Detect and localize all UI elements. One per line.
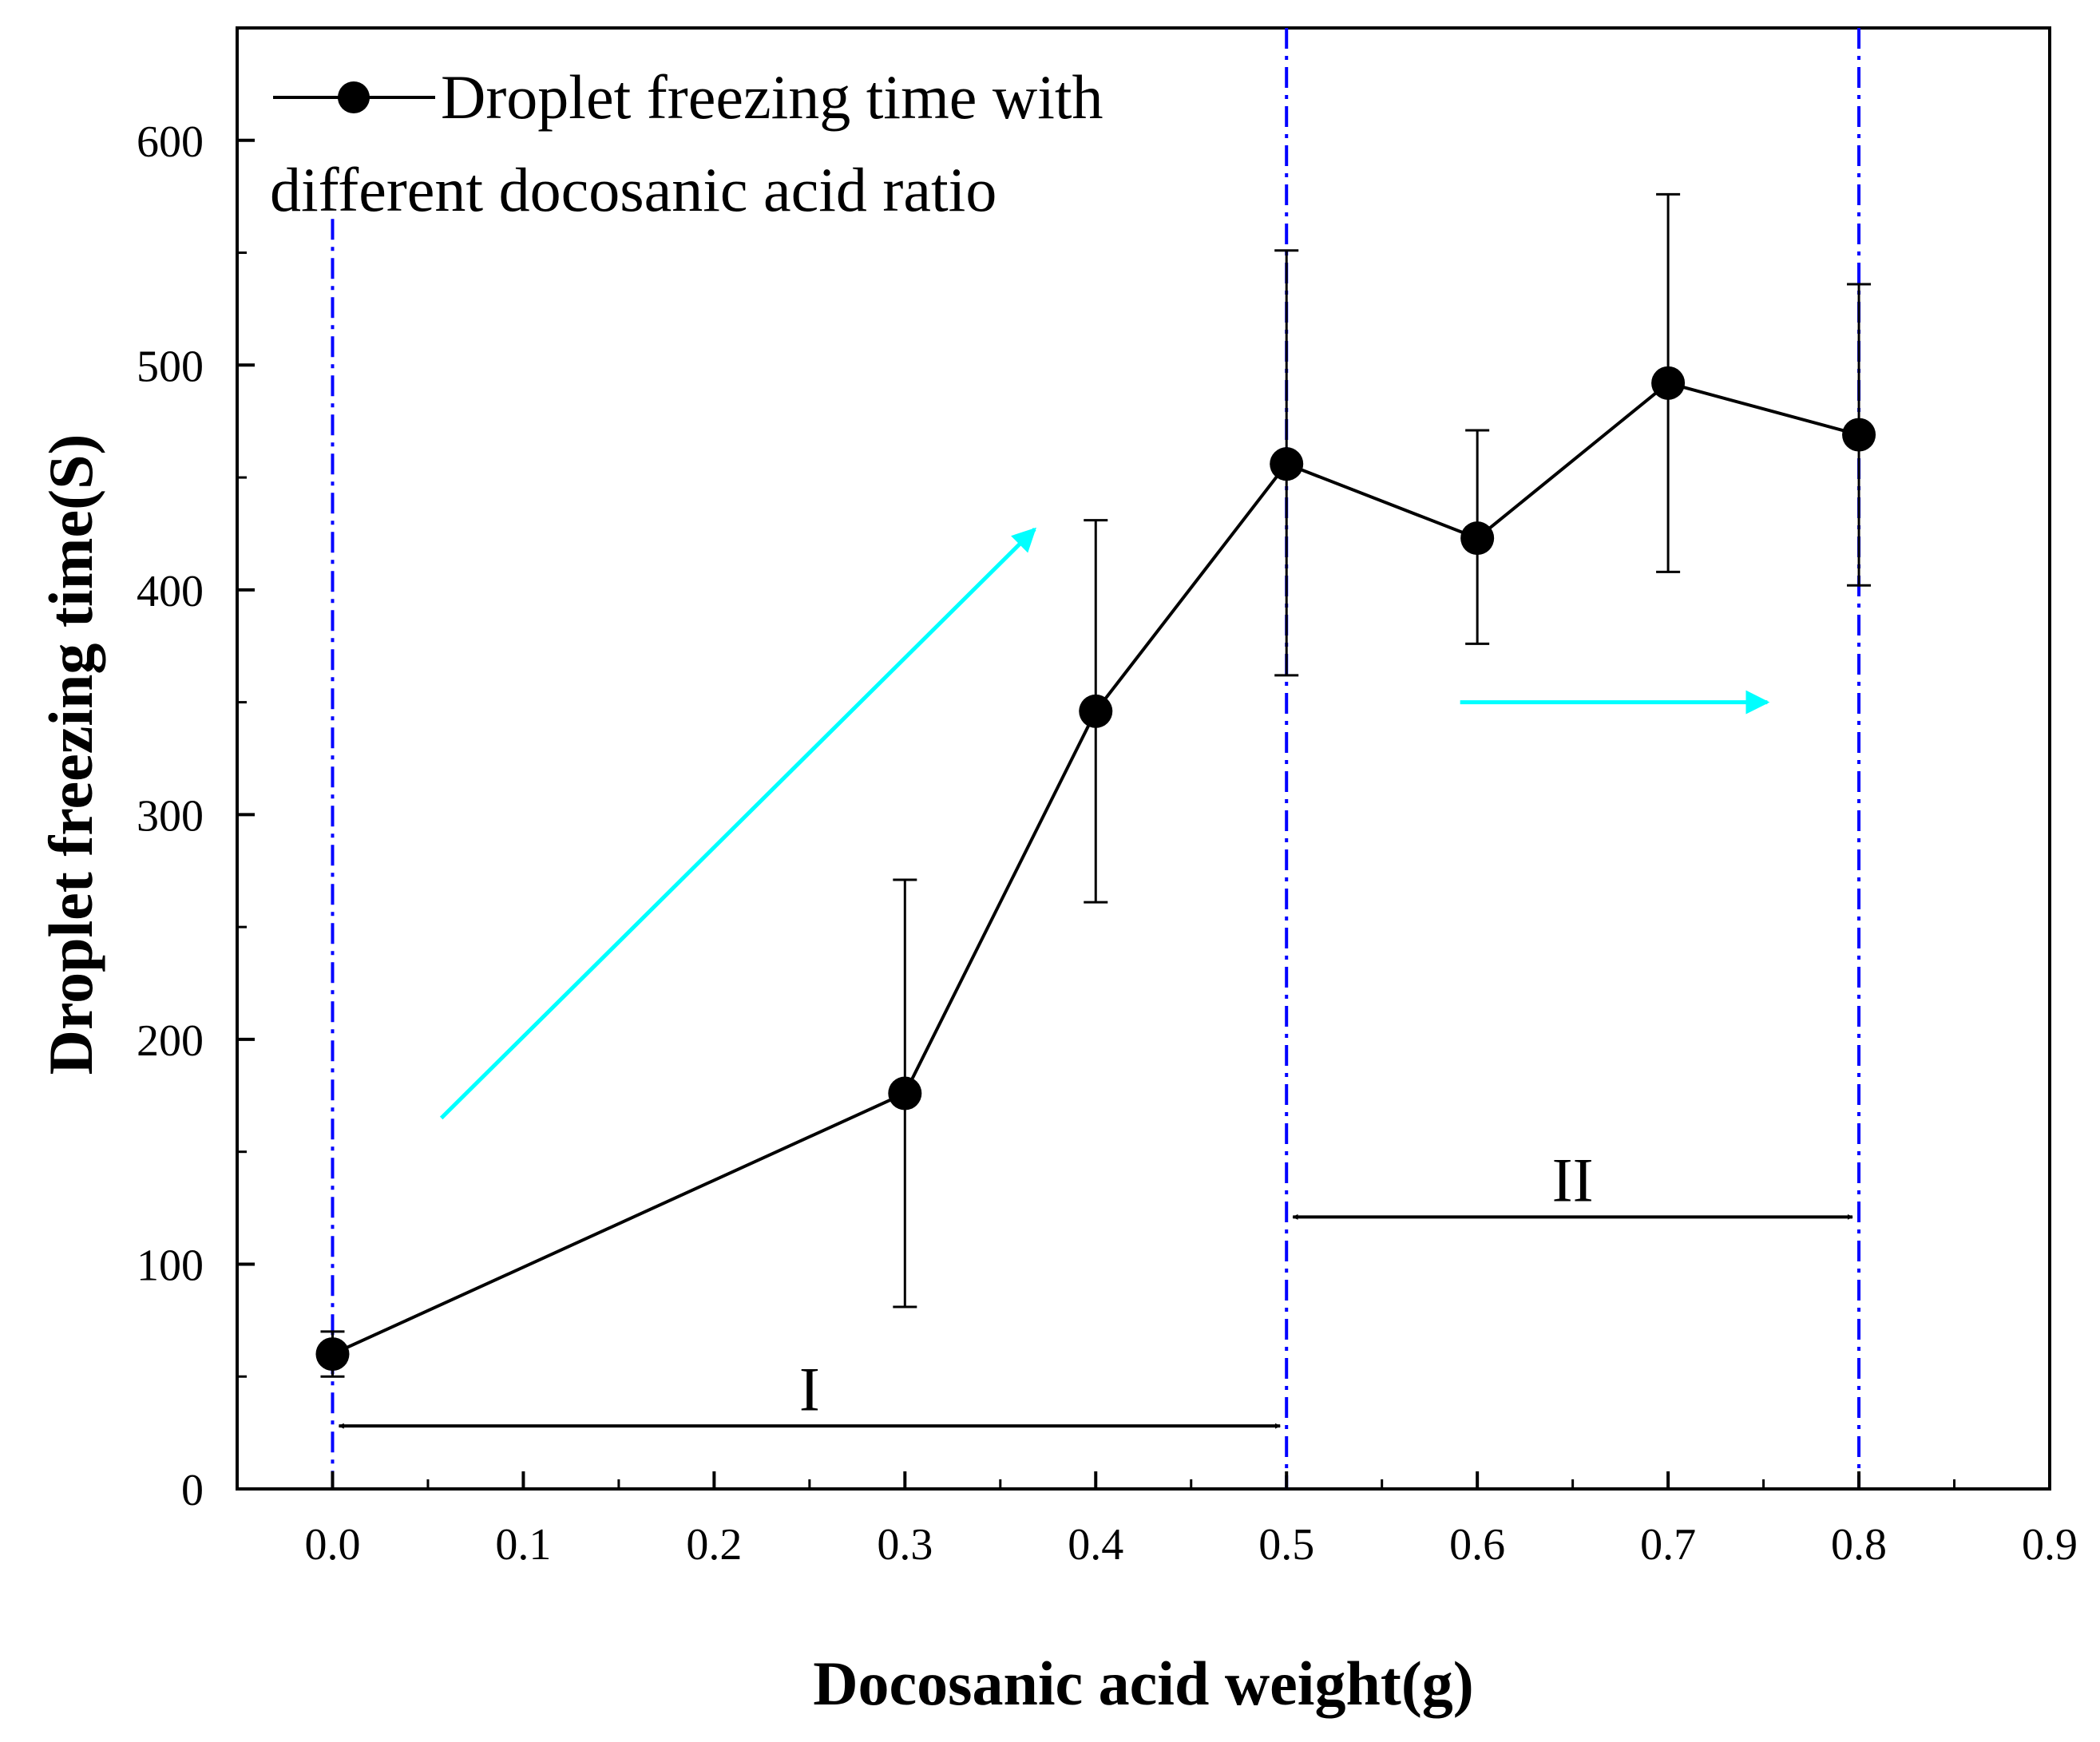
data-series xyxy=(315,192,1876,1378)
y-tick-label: 500 xyxy=(137,342,204,391)
x-tick-label: 0.3 xyxy=(877,1520,933,1570)
regions: III xyxy=(338,1145,1853,1429)
x-tick-label: 0.9 xyxy=(2022,1520,2078,1570)
y-tick-label: 300 xyxy=(137,791,204,841)
x-tick-label: 0.2 xyxy=(686,1520,742,1570)
y-tick-label: 0 xyxy=(181,1466,204,1515)
axes: 0.0 0.1 0.2 0.3 0.4 0.5 0.6 0.7 0.8 0.9 0 100 200 300… xyxy=(137,117,2078,1570)
data-point xyxy=(1270,447,1304,481)
data-point xyxy=(1460,521,1495,556)
x-tick-label: 0.7 xyxy=(1640,1520,1696,1570)
region-label: I xyxy=(799,1354,820,1423)
x-tick-label: 0.0 xyxy=(304,1520,360,1570)
x-axis-title: Docosanic acid weight(g) xyxy=(813,1649,1474,1718)
trend-arrow xyxy=(439,527,1036,1120)
x-tick-label: 0.5 xyxy=(1258,1520,1314,1570)
y-tick-label: 100 xyxy=(137,1241,204,1290)
y-axis-title: Droplet freezing time(S) xyxy=(36,434,105,1075)
legend-marker xyxy=(338,81,370,113)
region-label: II xyxy=(1552,1145,1594,1214)
y-tick-label: 600 xyxy=(137,117,204,167)
data-point xyxy=(1079,694,1113,728)
y-tick-label: 200 xyxy=(137,1016,204,1066)
x-tick-label: 0.4 xyxy=(1068,1520,1123,1570)
legend-text-line1: Droplet freezing time with xyxy=(441,62,1103,132)
plot-frame xyxy=(236,26,2051,1491)
trend-arrows xyxy=(439,527,1770,1120)
legend-text-line2: different docosanic acid ratio xyxy=(270,155,997,224)
y-tick-label: 400 xyxy=(137,567,204,616)
legend: Droplet freezing time with different doc… xyxy=(270,62,1103,224)
data-point xyxy=(1842,418,1876,452)
x-tick-label: 0.6 xyxy=(1449,1520,1505,1570)
data-point xyxy=(888,1076,922,1111)
x-tick-label: 0.1 xyxy=(495,1520,551,1570)
data-point xyxy=(315,1337,350,1372)
data-point xyxy=(1651,366,1686,400)
x-tick-label: 0.8 xyxy=(1831,1520,1887,1570)
